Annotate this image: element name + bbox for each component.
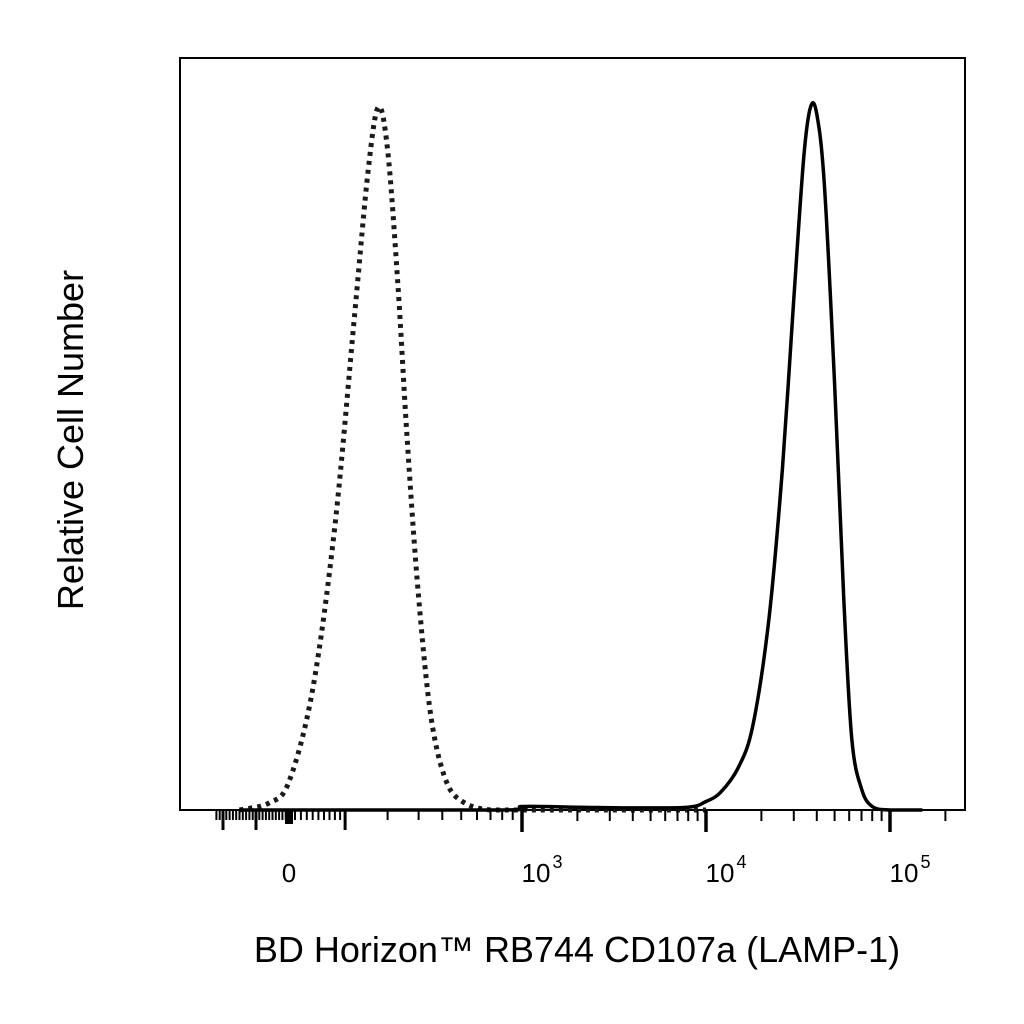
series-solid-curve (239, 101, 923, 812)
x-axis-ticks (215, 810, 947, 832)
x-axis-title: BD Horizon™ RB744 CD107a (LAMP-1) (254, 929, 900, 970)
x-axis-tick-labels: 0 10 3 10 4 10 5 (282, 852, 931, 888)
x-tick-label: 10 5 (890, 852, 931, 888)
series-dotted-curve (238, 104, 706, 813)
y-axis-title: Relative Cell Number (50, 270, 91, 610)
plot-frame (179, 57, 966, 811)
series-layer (238, 101, 923, 813)
x-tick-label: 10 4 (706, 852, 747, 888)
x-tick-label: 10 3 (522, 852, 563, 888)
x-tick-label: 0 (282, 858, 296, 888)
